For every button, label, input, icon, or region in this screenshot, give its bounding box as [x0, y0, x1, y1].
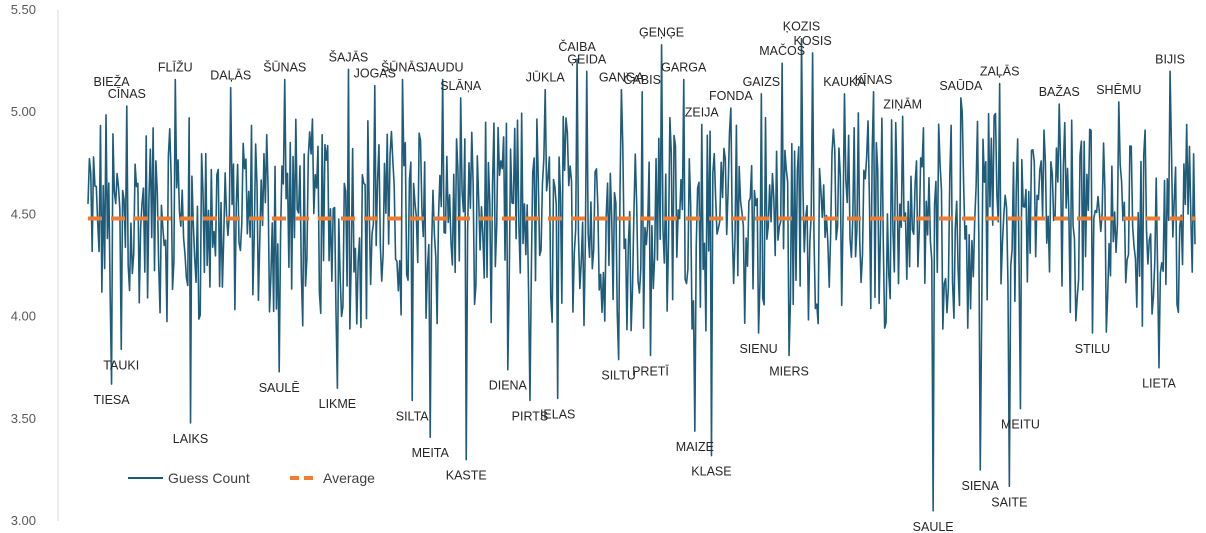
- y-tick-label: 3.50: [11, 411, 36, 426]
- point-label: FONDA: [709, 89, 753, 103]
- point-label: ČABIS: [623, 72, 661, 87]
- point-label: SAULĒ: [259, 381, 300, 395]
- point-label: SHĒMU: [1096, 83, 1141, 97]
- y-tick-label: 3.00: [11, 513, 36, 528]
- point-label: ZAĻĀS: [980, 65, 1020, 79]
- point-label: BIJIS: [1155, 52, 1185, 66]
- point-label: MEITU: [1001, 418, 1040, 432]
- point-label: LIETA: [1142, 377, 1176, 391]
- point-label: ZIŅĀM: [883, 97, 922, 111]
- point-label: GANGA: [599, 71, 645, 85]
- point-label: KOSIS: [793, 34, 831, 48]
- point-label: LIKME: [319, 397, 357, 411]
- y-tick-label: 5.00: [11, 104, 36, 119]
- y-tick-label: 4.00: [11, 309, 36, 324]
- point-label: SLĀŅA: [440, 79, 482, 93]
- point-label: TAUKI: [103, 358, 139, 372]
- legend: Guess Count Average: [128, 470, 375, 486]
- point-label: SAITE: [991, 495, 1027, 509]
- point-label: GARGA: [661, 60, 707, 74]
- guess-count-line: [87, 37, 1196, 512]
- point-label: KAUKA: [823, 75, 866, 89]
- point-label: TIESA: [93, 393, 130, 407]
- point-label: MAČOS: [759, 43, 805, 58]
- y-tick-label: 4.50: [11, 206, 36, 221]
- y-tick-label: 5.50: [11, 2, 36, 17]
- point-label: JŪKLA: [526, 71, 566, 85]
- point-label: SAULE: [913, 520, 954, 533]
- point-label: SILTA: [396, 409, 430, 423]
- point-label: JOGAS: [354, 67, 396, 81]
- point-label: SIENA: [961, 479, 999, 493]
- point-label: MAIZE: [676, 440, 714, 454]
- point-label: STILU: [1075, 342, 1110, 356]
- point-label: MEITA: [412, 446, 450, 460]
- point-label: IELAS: [540, 407, 575, 421]
- point-labels: BIEŽA TIESA CĪNAS TAUKI FLĪŽU LAIKS DAĻĀS ŠŪNAS…: [93, 20, 1185, 533]
- point-label: ŠŪNĀS: [381, 59, 424, 74]
- point-label: DAĻĀS: [210, 69, 251, 83]
- point-label: CĪNAS: [108, 87, 146, 101]
- point-label: MIERS: [769, 364, 809, 378]
- y-axis: 3.00 3.50 4.00 4.50 5.00 5.50: [11, 2, 59, 528]
- point-label: ĢEIDA: [567, 52, 607, 66]
- point-label: LAIKS: [173, 432, 208, 446]
- point-label: KASTE: [446, 469, 487, 483]
- point-label: BAŽAS: [1039, 84, 1080, 99]
- point-label: SIENU: [739, 342, 777, 356]
- point-label: KĪNAS: [855, 73, 893, 87]
- point-label: FLĪŽU: [158, 59, 193, 74]
- point-label: GAIZS: [743, 75, 781, 89]
- point-label: SILTU: [601, 369, 636, 383]
- point-label: PRETĪ: [632, 364, 669, 378]
- point-label: BIEŽA: [93, 74, 130, 89]
- legend-guess-label: Guess Count: [168, 470, 250, 486]
- point-label: ZEIJA: [685, 105, 720, 119]
- point-label: KLASE: [691, 465, 731, 479]
- guess-count-series: [87, 37, 1196, 512]
- point-label: JAUDU: [422, 60, 464, 74]
- legend-average-label: Average: [323, 470, 375, 486]
- point-label: PIRTS: [512, 409, 549, 423]
- point-label: ĶOZIS: [783, 20, 821, 34]
- point-label: ČAIBA: [558, 39, 596, 54]
- point-label: SAŪDA: [939, 79, 983, 93]
- point-label: ŠŪNAS: [263, 59, 306, 74]
- point-label: ĢEŅĢE: [639, 26, 684, 40]
- point-label: ŠAJĀS: [329, 49, 369, 64]
- point-label: DIENA: [489, 379, 528, 393]
